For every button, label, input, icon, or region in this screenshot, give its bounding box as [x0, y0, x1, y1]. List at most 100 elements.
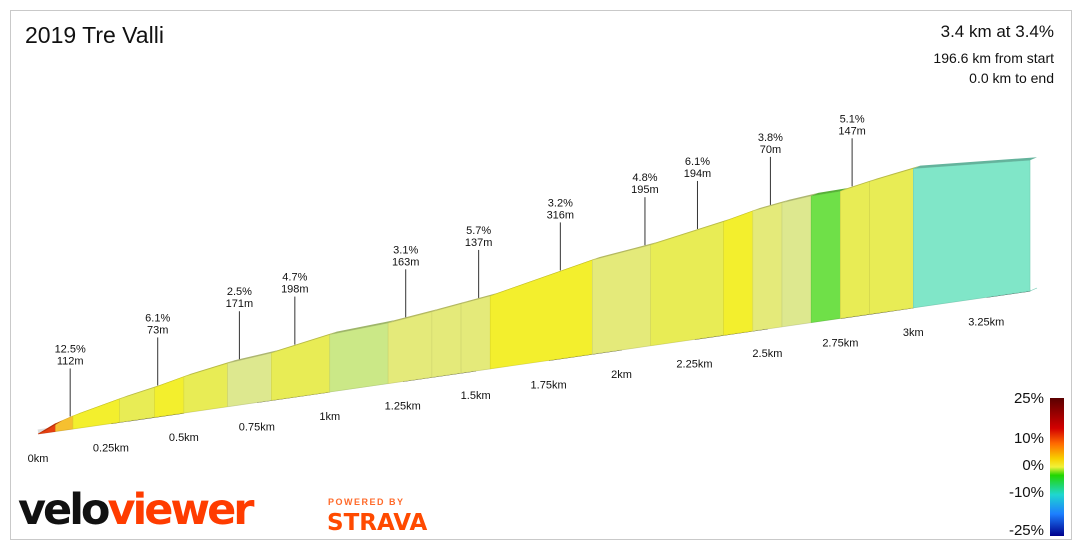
x-tick-label: 3.25km	[968, 316, 1004, 328]
strava-logo: STRAVA	[327, 510, 428, 536]
callout-gradient: 5.1%	[840, 113, 865, 125]
x-tick-label: 1.75km	[531, 379, 567, 391]
profile-rim	[782, 192, 819, 203]
x-tick-label: 2.5km	[752, 348, 782, 360]
profile-segment	[183, 362, 228, 414]
x-tick-label: 0km	[28, 453, 49, 465]
callout-length: 316m	[547, 209, 575, 221]
profile-rim	[431, 300, 469, 312]
profile-rim	[154, 373, 191, 388]
callout-length: 195m	[631, 184, 659, 196]
chart-border	[10, 10, 1072, 540]
x-tick-label: 1.5km	[461, 390, 491, 402]
x-tick-label: 0.75km	[239, 421, 275, 433]
profile-segment	[489, 259, 593, 370]
profile-rim	[811, 188, 848, 196]
callout-gradient: 6.1%	[145, 312, 170, 324]
profile-rim	[840, 178, 877, 192]
profile-segment	[387, 311, 433, 384]
profile-segment	[723, 210, 754, 336]
profile-segment	[840, 181, 870, 319]
gradient-color-bar	[1050, 398, 1064, 536]
callout-gradient: 4.7%	[282, 272, 307, 284]
x-tick-label: 0.25km	[93, 442, 129, 454]
veloviewer-logo: veloviewer	[18, 485, 255, 535]
profile-segment	[55, 415, 74, 432]
logo-part-velo: velo	[18, 485, 111, 535]
x-tick-label: 2.75km	[822, 337, 858, 349]
callout-length: 163m	[392, 256, 420, 268]
profile-segment	[431, 303, 462, 378]
callout-gradient: 3.2%	[548, 197, 573, 209]
callout-gradient: 6.1%	[685, 156, 710, 168]
legend-label-minus25: -25%	[1008, 522, 1044, 539]
profile-rim	[183, 360, 235, 377]
x-axis-ticks: 0km 0.25km 0.5km 0.75km 1km 1.25km 1.5km 1.75km…	[28, 316, 1005, 465]
profile-rim	[388, 308, 439, 324]
callout-length: 198m	[281, 284, 309, 296]
profile-end-cap	[1029, 287, 1038, 292]
callout-gradient: 4.8%	[632, 172, 657, 184]
callout-length: 112m	[57, 355, 84, 367]
profile-rim	[73, 395, 127, 416]
x-tick-label: 3km	[903, 327, 924, 339]
profile-segment	[912, 159, 1031, 309]
profile-rim	[913, 157, 1037, 169]
profile-segment	[752, 202, 783, 332]
segment-summary: 3.4 km at 3.4% 196.6 km from start 0.0 k…	[933, 22, 1054, 88]
profile-segment	[329, 322, 389, 393]
profile-tops	[38, 157, 1037, 434]
callout-length: 171m	[226, 298, 254, 310]
callout-gradient: 5.7%	[466, 225, 491, 237]
x-tick-label: 2km	[611, 369, 632, 381]
profile-rim	[869, 165, 921, 182]
profile-segment	[72, 398, 120, 430]
chart-title: 2019 Tre Valli	[25, 22, 164, 48]
profile-segment	[154, 376, 185, 418]
callout-gradient: 3.8%	[758, 132, 783, 144]
legend-label-25: 25%	[1013, 390, 1044, 407]
profile-rim	[723, 208, 760, 222]
logo-part-viewer: viewer	[107, 485, 254, 535]
profile-rim	[461, 292, 498, 304]
powered-by-label: POWERED BY	[328, 497, 405, 507]
callout-gradient: 3.1%	[393, 244, 418, 256]
profile-segment	[592, 244, 652, 355]
profile-rim	[752, 199, 789, 212]
legend-label-0: 0%	[1022, 457, 1044, 474]
profile-rim	[227, 350, 279, 364]
callout-length: 73m	[147, 324, 168, 336]
callout-length: 194m	[684, 168, 712, 180]
profile-segment	[781, 195, 812, 328]
x-tick-label: 0.5km	[169, 432, 199, 444]
callout-gradient: 2.5%	[227, 286, 252, 298]
x-tick-label: 1km	[319, 411, 340, 423]
distance-from-start: 196.6 km from start	[933, 50, 1054, 66]
gradient-callouts: 12.5%112m6.1%73m2.5%171m4.7%198m3.1%163m…	[55, 113, 866, 417]
profile-rim	[650, 218, 731, 245]
legend-label-minus10: -10%	[1008, 484, 1044, 501]
profile-rim	[592, 241, 658, 261]
callout-length: 70m	[760, 144, 781, 156]
profile-segment	[271, 334, 331, 401]
profile-rim	[329, 320, 396, 335]
callout-length: 137m	[465, 237, 493, 249]
profile-rim	[490, 257, 600, 296]
profile-segment	[810, 190, 841, 323]
segment-length-grade: 3.4 km at 3.4%	[940, 22, 1054, 41]
profile-rim	[38, 420, 63, 434]
callout-length: 147m	[838, 125, 866, 137]
legend-label-10: 10%	[1013, 430, 1044, 447]
callout-gradient: 12.5%	[55, 343, 86, 355]
distance-to-end: 0.0 km to end	[969, 70, 1054, 86]
x-tick-label: 1.25km	[385, 400, 421, 412]
profile-walls	[37, 159, 1038, 435]
x-tick-label: 2.25km	[676, 358, 712, 370]
profile-rim	[271, 331, 337, 354]
profile-segment	[650, 221, 724, 347]
profile-segment	[869, 168, 914, 315]
profile-segment	[460, 295, 491, 374]
profile-rim	[119, 384, 162, 399]
